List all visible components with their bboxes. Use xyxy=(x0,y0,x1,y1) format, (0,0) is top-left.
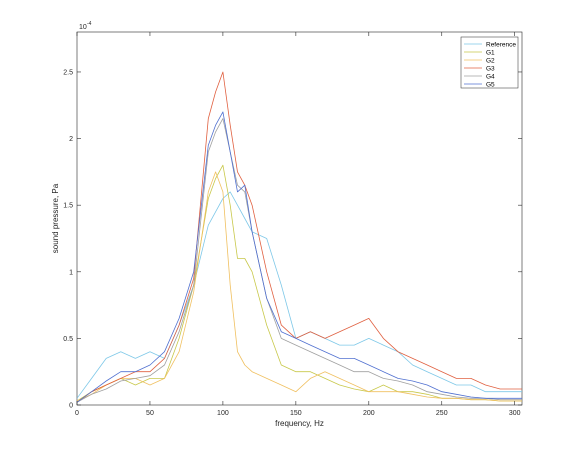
x-tick-label: 250 xyxy=(436,410,448,417)
x-axis-label: frequency, Hz xyxy=(275,419,324,428)
x-tick-label: 150 xyxy=(290,410,302,417)
y-exponent-base: 10 xyxy=(79,24,87,31)
plot-area xyxy=(76,31,523,406)
y-axis-label: sound pressure, Pa xyxy=(51,183,60,253)
x-tick-label: 0 xyxy=(75,410,79,417)
legend-label-g3: G3 xyxy=(486,65,495,72)
legend-label-reference: Reference xyxy=(486,41,516,48)
ticks-layer: 0 50 100 150 200 250 300 0 0.5 1 1.5 2 2.5 xyxy=(63,32,522,417)
y-tick-label: 0.5 xyxy=(63,336,73,343)
y-tick-label: 2.5 xyxy=(63,69,73,76)
y-tick-label: 2 xyxy=(69,136,73,143)
legend-label-g2: G2 xyxy=(486,57,495,64)
x-tick-label: 300 xyxy=(509,410,521,417)
y-exponent-power: -4 xyxy=(87,21,92,27)
series-line-g5 xyxy=(76,111,522,403)
series-line-g2 xyxy=(76,171,522,402)
legend-box xyxy=(460,36,519,89)
legend-label-g5: G5 xyxy=(486,81,495,88)
y-tick-label: 1 xyxy=(69,269,73,276)
x-tick-label: 200 xyxy=(363,410,375,417)
x-tick-label: 50 xyxy=(146,410,154,417)
legend-label-g4: G4 xyxy=(486,73,495,80)
y-tick-label: 1.5 xyxy=(63,203,73,210)
x-tick-label: 100 xyxy=(217,410,229,417)
series-layer xyxy=(76,71,522,403)
series-line-g4 xyxy=(76,118,522,403)
y-tick-label: 0 xyxy=(69,403,73,410)
legend-label-g1: G1 xyxy=(486,49,495,56)
series-line-g3 xyxy=(76,71,522,403)
